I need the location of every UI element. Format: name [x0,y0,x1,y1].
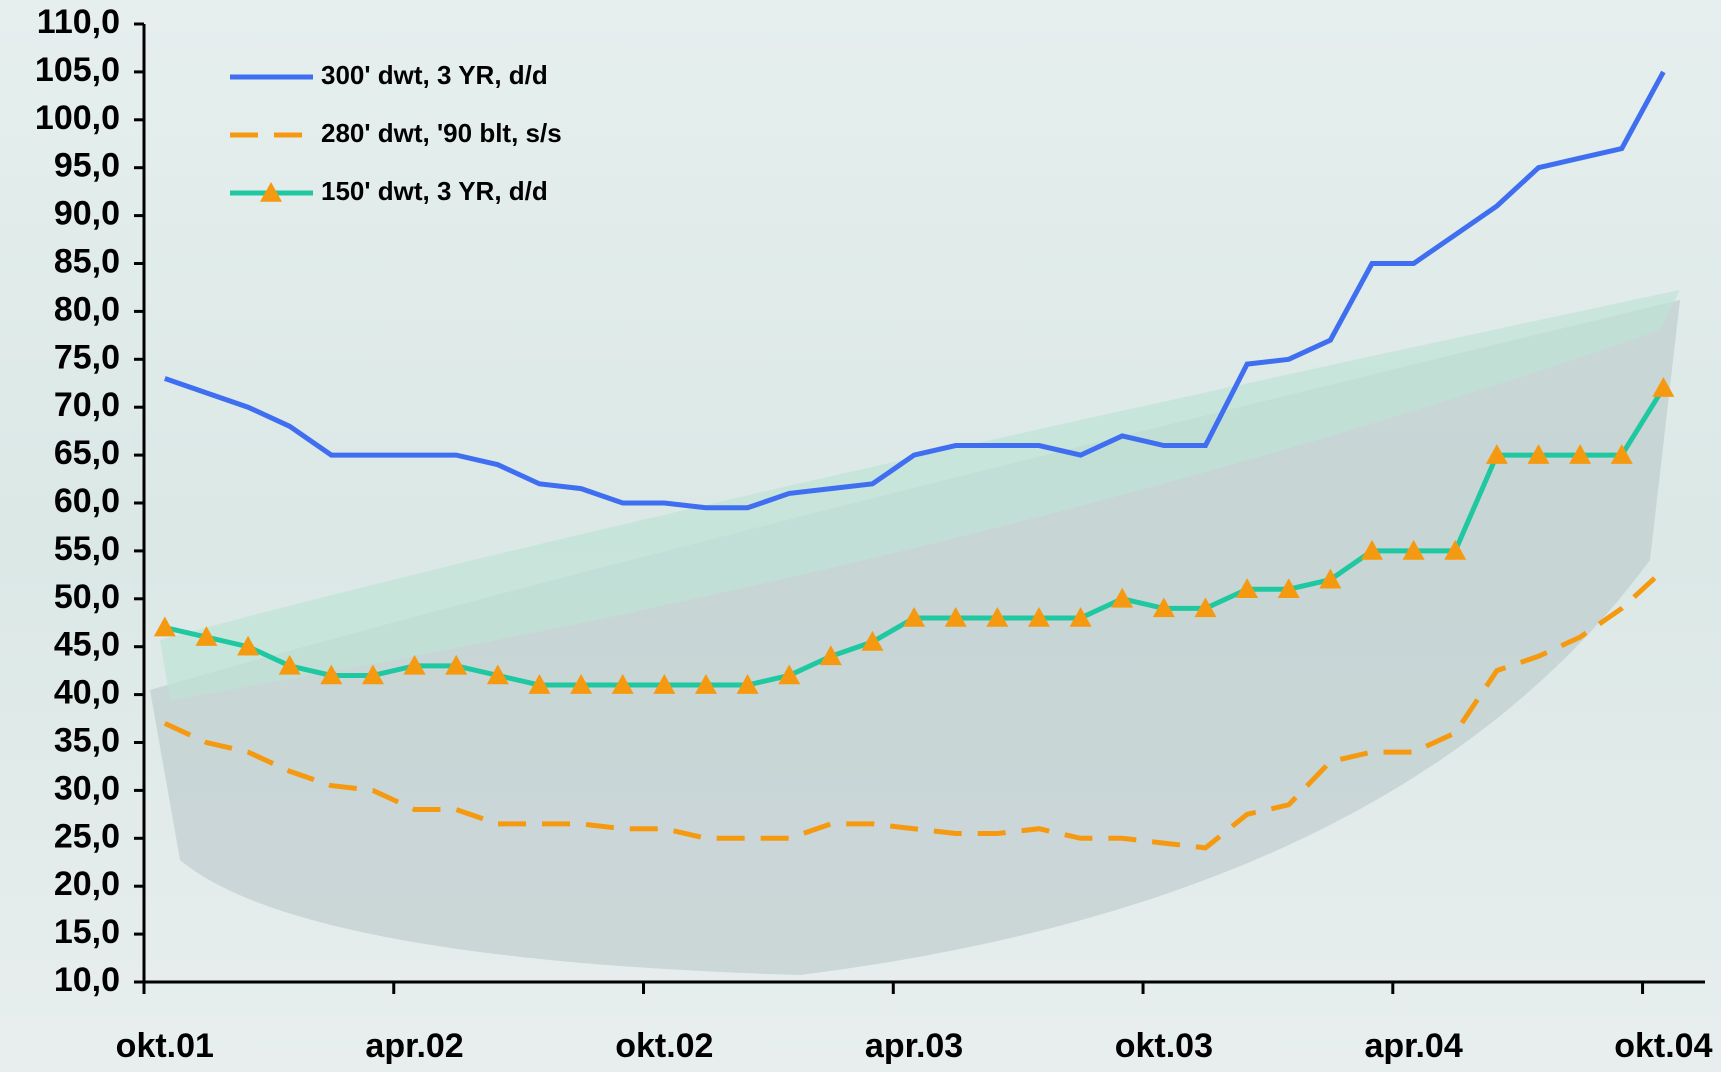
y-tick-label: 15,0 [54,913,120,951]
y-tick-label: 75,0 [54,338,120,376]
y-tick-label: 50,0 [54,578,120,616]
y-tick-label: 60,0 [54,482,120,520]
x-tick-label: apr.03 [865,1027,963,1065]
legend-label: 150' dwt, 3 YR, d/d [321,176,548,206]
chart: 10,0 15,0 20,0 25,0 30,0 35,0 40,0 45,0 50,0 55,0… [0,0,1721,1072]
x-tick-label: apr.04 [1364,1027,1462,1065]
y-tick-label: 40,0 [54,674,120,712]
y-tick-label: 20,0 [54,865,120,903]
y-tick-label: 85,0 [54,242,120,280]
y-tick-label: 25,0 [54,817,120,855]
x-tick-label: okt.02 [615,1027,713,1065]
y-tick-label: 105,0 [35,51,120,89]
y-tick-label: 110,0 [37,3,120,41]
y-tick-label: 65,0 [54,434,120,472]
y-tick-label: 90,0 [54,195,120,233]
y-tick-label: 100,0 [35,99,120,137]
y-tick-label: 10,0 [54,961,120,999]
legend-label: 280' dwt, '90 blt, s/s [321,118,562,148]
x-tick-label: apr.02 [365,1027,463,1065]
page: {"chart_data": {"type": "line", "categor… [0,0,1721,1072]
y-tick-label: 35,0 [54,721,120,759]
x-tick-label: okt.03 [1115,1027,1213,1065]
x-tick-label: okt.04 [1614,1027,1712,1065]
y-tick-label: 95,0 [54,147,120,185]
legend-label: 300' dwt, 3 YR, d/d [321,60,548,90]
y-tick-label: 45,0 [54,626,120,664]
x-tick-label: okt.01 [116,1027,214,1065]
y-tick-label: 55,0 [54,530,120,568]
y-tick-label: 30,0 [54,769,120,807]
y-tick-label: 80,0 [54,290,120,328]
y-tick-label: 70,0 [54,386,120,424]
